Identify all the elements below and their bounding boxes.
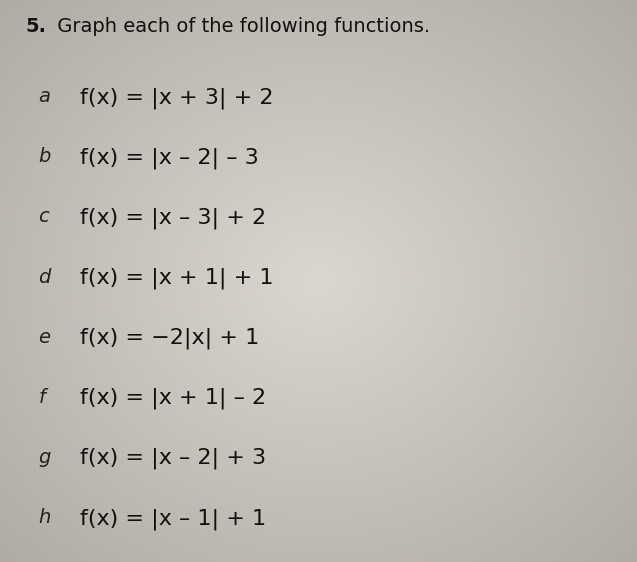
Text: 5.: 5. — [25, 17, 47, 36]
Text: d: d — [38, 268, 50, 287]
Text: e: e — [38, 328, 50, 347]
Text: g: g — [38, 448, 50, 467]
Text: f(x) = −2|x| + 1: f(x) = −2|x| + 1 — [80, 328, 259, 349]
Text: f(x) = |x + 3| + 2: f(x) = |x + 3| + 2 — [80, 87, 273, 108]
Text: f(x) = |x – 2| + 3: f(x) = |x – 2| + 3 — [80, 448, 266, 469]
Text: b: b — [38, 147, 50, 166]
Text: f: f — [38, 388, 45, 407]
Text: f(x) = |x + 1| + 1: f(x) = |x + 1| + 1 — [80, 268, 273, 289]
Text: a: a — [38, 87, 50, 106]
Text: f(x) = |x – 2| – 3: f(x) = |x – 2| – 3 — [80, 147, 259, 169]
Text: f(x) = |x + 1| – 2: f(x) = |x + 1| – 2 — [80, 388, 266, 409]
Text: c: c — [38, 207, 49, 226]
Text: f(x) = |x – 3| + 2: f(x) = |x – 3| + 2 — [80, 207, 266, 229]
Text: Graph each of the following functions.: Graph each of the following functions. — [51, 17, 430, 36]
Text: f(x) = |x – 1| + 1: f(x) = |x – 1| + 1 — [80, 508, 266, 529]
Text: h: h — [38, 508, 50, 527]
